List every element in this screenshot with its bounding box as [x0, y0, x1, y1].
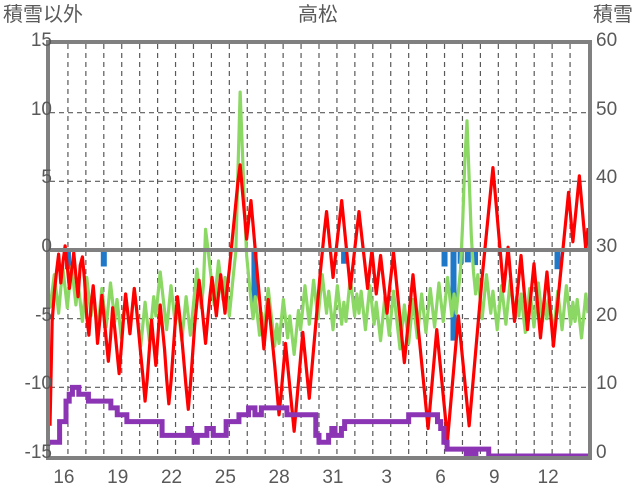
- y-tick-right: 0: [596, 442, 607, 463]
- y-tick-right: 50: [596, 98, 618, 120]
- plot-inner: [50, 44, 588, 456]
- y-tick-right: 30: [596, 236, 618, 257]
- blue-bar: [251, 250, 258, 308]
- x-tick: 12: [537, 467, 559, 488]
- y-tick-left: 15: [30, 30, 52, 51]
- y-tick-right: 60: [596, 30, 618, 51]
- x-tick: 25: [214, 467, 236, 488]
- left-axis-title: 積雪以外: [3, 4, 83, 26]
- y-tick-right: 10: [596, 373, 618, 395]
- y-tick-left: 10: [30, 98, 52, 120]
- y-tick-left: -5: [35, 304, 52, 326]
- x-tick: 6: [435, 467, 446, 488]
- y-tick-right: 40: [596, 167, 618, 189]
- blue-bar: [100, 250, 107, 267]
- x-tick: 9: [489, 467, 500, 488]
- x-tick: 28: [268, 467, 290, 488]
- x-tick: 16: [53, 467, 75, 488]
- x-tick: 31: [322, 467, 344, 488]
- y-tick-left: -10: [24, 373, 52, 395]
- y-tick-left: 5: [41, 167, 52, 189]
- blue-bar: [464, 250, 471, 263]
- blue-bar: [441, 250, 448, 267]
- blue-bar: [341, 250, 348, 264]
- plot-area: [46, 40, 592, 460]
- series-purple: [50, 384, 588, 456]
- x-tick: 22: [160, 467, 183, 488]
- x-tick: 19: [107, 467, 129, 488]
- y-tick-left: -15: [24, 442, 52, 463]
- y-tick-left: 0: [41, 236, 52, 257]
- right-axis-title: 積雪: [593, 4, 633, 26]
- chart-title: 高松: [298, 4, 338, 26]
- blue-bar: [554, 250, 561, 270]
- blue-bar: [472, 250, 479, 266]
- y-tick-right: 20: [596, 304, 618, 326]
- x-tick: 3: [381, 467, 392, 488]
- chart-canvas: [50, 44, 588, 456]
- series-red: [50, 163, 588, 442]
